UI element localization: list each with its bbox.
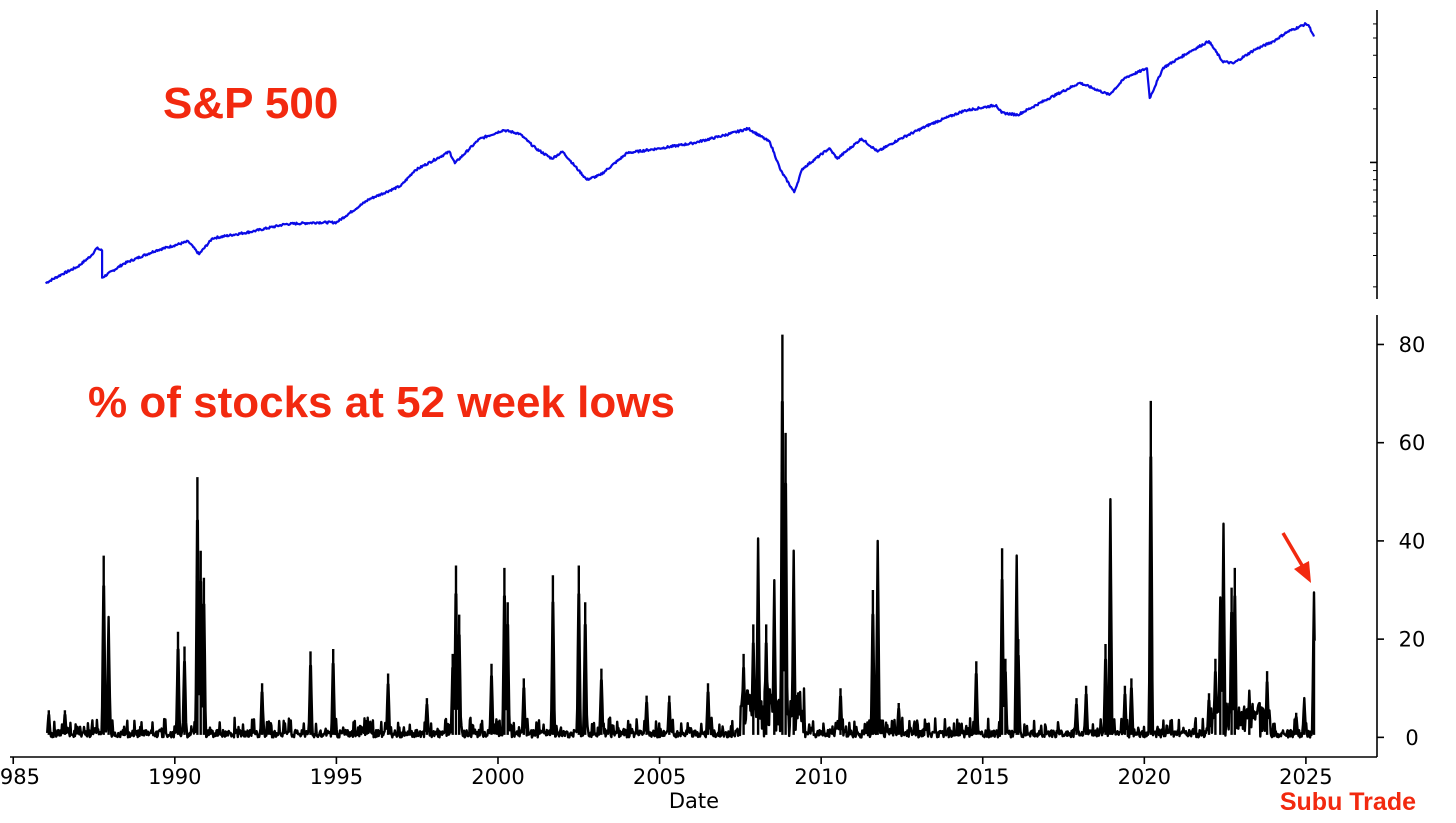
x-tick-label: 2010 <box>794 765 847 789</box>
brand-label: Subu Trade <box>1280 788 1416 816</box>
x-tick-label: 2025 <box>1279 765 1332 789</box>
sp500-log-ticks <box>1370 23 1377 288</box>
y-tick-label: 0 <box>1405 726 1418 750</box>
x-tick-label: 2005 <box>633 765 686 789</box>
sp500-line <box>45 22 1316 285</box>
y-tick-label: 20 <box>1399 628 1426 652</box>
y-tick-label: 40 <box>1399 529 1426 553</box>
x-tick-label: 1985 <box>0 765 40 789</box>
y-tick-label: 60 <box>1399 431 1426 455</box>
sp500-annotation: S&P 500 <box>163 79 338 128</box>
x-axis-title: Date <box>669 789 719 813</box>
lows-panel: 1985 1990 1995 2000 2005 2010 2015 2020 2025 0 20… <box>0 315 1425 813</box>
y-axis-ticks: 0 20 40 60 80 <box>1377 333 1425 750</box>
x-axis-ticks: 1985 1990 1995 2000 2005 2010 2015 2020 2025 <box>0 757 1333 789</box>
arrow-icon <box>1281 532 1311 583</box>
lows-annotation: % of stocks at 52 week lows <box>88 378 675 427</box>
lows-line <box>46 334 1316 739</box>
x-tick-label: 1990 <box>148 765 201 789</box>
y-tick-label: 80 <box>1399 333 1426 357</box>
x-tick-label: 2000 <box>471 765 524 789</box>
sp500-panel: S&P 500 <box>45 10 1378 299</box>
x-tick-label: 2015 <box>956 765 1009 789</box>
x-tick-label: 2020 <box>1118 765 1171 789</box>
x-tick-label: 1995 <box>310 765 363 789</box>
